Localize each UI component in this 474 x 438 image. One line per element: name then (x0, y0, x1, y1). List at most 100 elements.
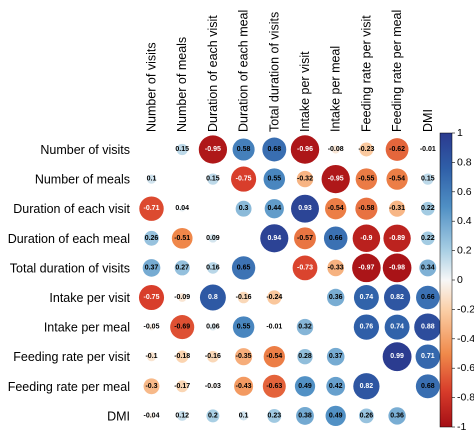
corr-circle-1-3 (231, 166, 257, 192)
corr-circle-7-6 (326, 347, 345, 366)
corr-value-9-3: 0.1 (239, 412, 249, 419)
column-label-number-of-meals: Number of meals (175, 37, 189, 132)
corr-circle-5-7 (353, 285, 379, 310)
corr-circle-9-2 (206, 409, 220, 423)
corr-circle-4-3 (231, 256, 256, 280)
corr-circle-0-6 (331, 145, 340, 154)
column-label-intake-per-meal: Intake per meal (329, 46, 343, 132)
corr-value-2-0: -0.71 (144, 205, 160, 212)
corr-value-1-2: 0.15 (206, 176, 220, 183)
row-label-number-of-visits: Number of visits (40, 143, 130, 157)
corr-circle-8-0 (143, 378, 160, 395)
corr-circle-4-5 (292, 255, 318, 281)
corr-circle-4-0 (142, 259, 161, 277)
colorbar-tick-label: -0.2 (457, 303, 474, 315)
corr-value-6-8: 0.74 (390, 324, 404, 331)
corr-circle-4-2 (207, 262, 219, 274)
colorbar-gradient (439, 132, 453, 428)
corr-circle-3-0 (144, 230, 159, 246)
corr-value-5-8: 0.82 (390, 294, 404, 301)
corr-circle-2-7 (355, 197, 378, 220)
corr-value-8-6: 0.42 (329, 383, 343, 390)
corr-circle-8-7 (353, 373, 380, 400)
corr-value-0-7: -0.23 (358, 146, 374, 153)
corr-value-1-5: -0.32 (297, 176, 313, 183)
corr-value-6-4: -0.01 (266, 324, 282, 331)
corr-value-3-7: -0.9 (360, 235, 372, 242)
corr-value-8-3: -0.43 (236, 383, 252, 390)
corr-circle-1-7 (355, 168, 378, 190)
row-label-feeding-rate-per-visit: Feeding rate per visit (13, 350, 130, 364)
corr-value-3-5: -0.57 (297, 235, 313, 242)
row-label-feeding-rate-per-meal: Feeding rate per meal (8, 380, 130, 394)
corr-value-6-7: 0.76 (360, 324, 374, 331)
corr-value-5-6: 0.36 (329, 294, 343, 301)
corr-circle-7-2 (207, 350, 219, 363)
corr-value-1-6: -0.95 (328, 176, 344, 183)
corr-value-7-6: 0.37 (329, 353, 343, 360)
corr-circle-2-6 (325, 198, 347, 220)
corr-circle-1-2 (207, 173, 219, 185)
corr-circle-3-2 (208, 233, 218, 243)
corr-circle-7-1 (176, 350, 189, 363)
corr-value-8-4: -0.63 (266, 383, 282, 390)
corr-circle-8-5 (294, 376, 316, 397)
corr-value-1-3: -0.75 (236, 176, 252, 183)
corr-circle-3-6 (323, 226, 348, 251)
corr-circle-1-4 (263, 168, 286, 190)
corr-value-1-0: 0.1 (147, 176, 157, 183)
corr-value-7-9: 0.71 (421, 353, 435, 360)
corr-circle-8-9 (415, 374, 440, 399)
corr-circle-0-4 (262, 137, 287, 162)
row-labels: Number of visits Number of meals Duration … (8, 143, 131, 423)
corr-circle-0-5 (290, 135, 320, 164)
column-label-number-of-visits: Number of visits (145, 42, 159, 132)
corr-value-9-1: 0.12 (175, 412, 189, 419)
corr-circle-9-7 (359, 408, 374, 424)
corr-value-6-0: -0.05 (144, 324, 160, 331)
corr-value-0-1: 0.15 (175, 146, 189, 153)
column-label-intake-per-visit: Intake per visit (298, 51, 312, 132)
corr-value-8-5: 0.49 (298, 383, 312, 390)
corr-value-2-5: 0.93 (298, 205, 312, 212)
corr-circle-3-5 (294, 227, 316, 250)
corr-value-0-3: 0.58 (237, 146, 251, 153)
corr-value-2-9: 0.22 (421, 205, 435, 212)
corr-value-5-1: -0.09 (174, 294, 190, 301)
colorbar-tick-label: 1 (457, 127, 463, 139)
corr-circle-0-9 (426, 148, 430, 151)
corr-circle-0-1 (176, 143, 188, 156)
corr-value-8-7: 0.82 (360, 383, 374, 390)
corr-circle-5-8 (383, 284, 411, 311)
corr-value-3-1: -0.51 (174, 235, 190, 242)
corr-value-4-0: 0.37 (145, 264, 159, 271)
column-label-dmi: DMI (421, 109, 435, 132)
column-label-total-duration-of-visits: Total duration of visits (267, 12, 281, 132)
row-label-duration-of-each-visit: Duration of each visit (13, 202, 130, 216)
corr-value-8-2: -0.03 (205, 383, 221, 390)
corr-value-8-0: -0.3 (145, 383, 157, 390)
column-label-feeding-rate-per-meal: Feeding rate per meal (390, 10, 404, 132)
corr-value-4-7: -0.97 (358, 264, 374, 271)
corr-circle-2-4 (264, 199, 284, 219)
corr-value-0-8: -0.62 (389, 146, 405, 153)
row-label-dmi: DMI (107, 409, 130, 423)
corr-value-0-2: -0.95 (205, 146, 221, 153)
corr-circle-9-3 (239, 411, 249, 421)
row-label-intake-per-visit: Intake per visit (49, 291, 130, 305)
corr-circle-0-3 (232, 138, 255, 161)
corr-circle-1-9 (422, 173, 434, 185)
corr-value-4-9: 0.34 (421, 264, 435, 271)
corr-value-6-9: 0.88 (421, 324, 435, 331)
corr-value-9-2: 0.2 (208, 412, 218, 419)
corr-circle-6-0 (148, 323, 155, 331)
corr-value-9-8: 0.36 (390, 412, 404, 419)
corr-value-1-4: 0.55 (267, 176, 281, 183)
corr-circle-2-8 (389, 200, 406, 217)
corr-circle-5-1 (177, 293, 187, 302)
corr-value-6-5: 0.32 (298, 324, 312, 331)
corr-value-4-6: -0.33 (328, 264, 344, 271)
colorbar-tick-label: 0.8 (457, 156, 472, 168)
corr-value-7-5: 0.28 (298, 353, 312, 360)
